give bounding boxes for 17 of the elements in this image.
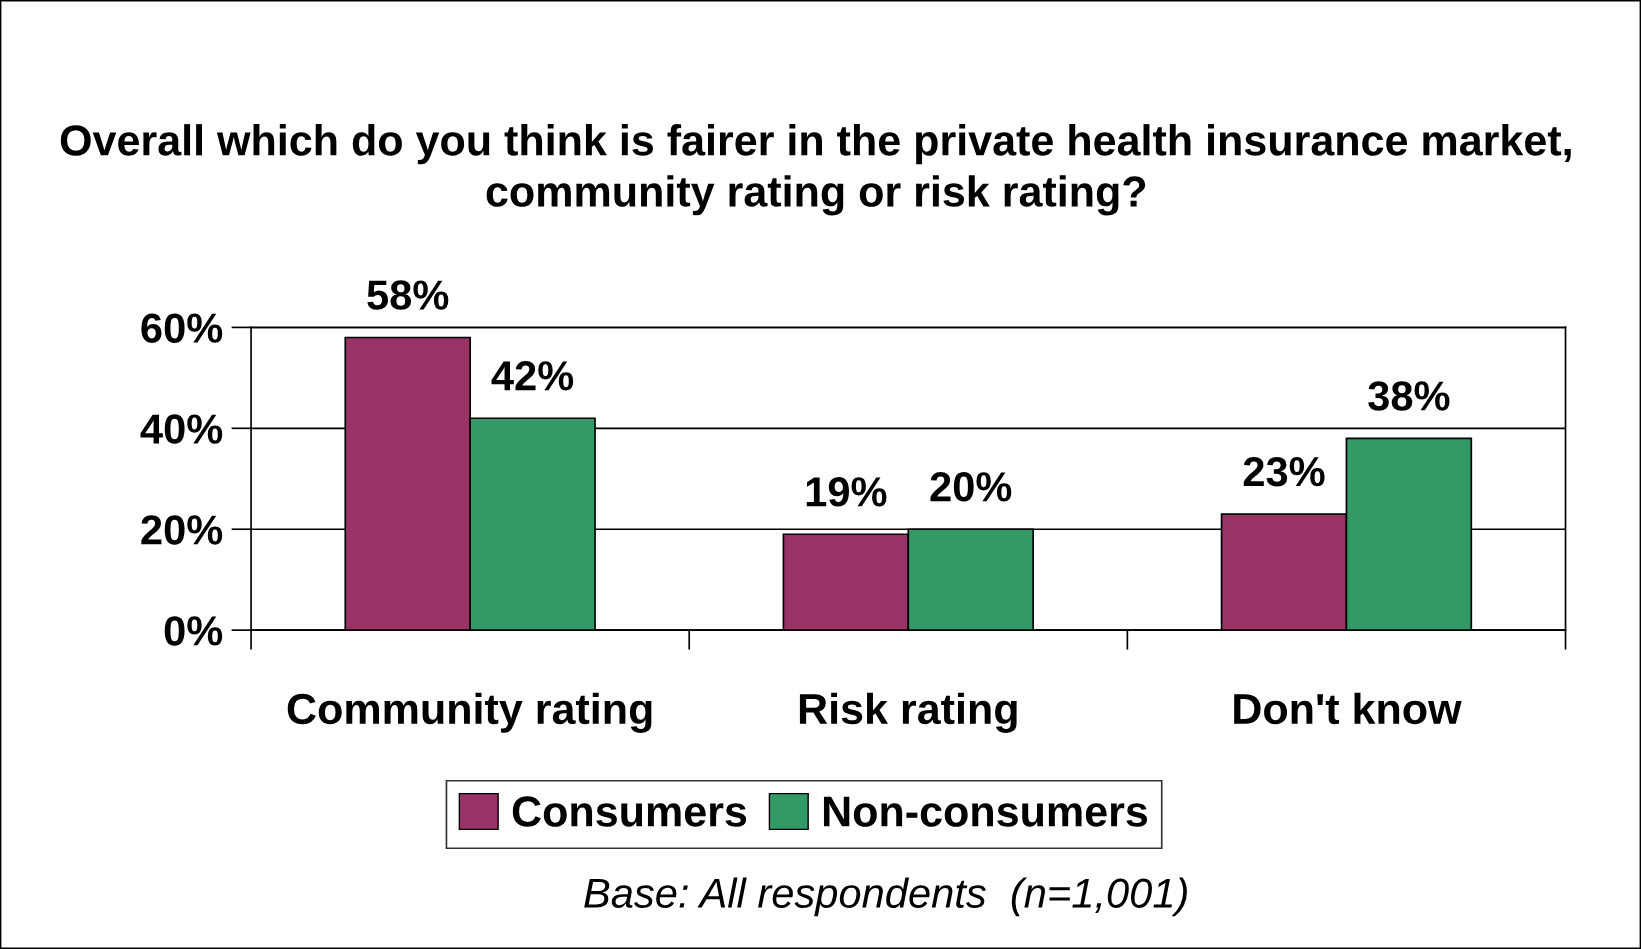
y-tick-label: 0% — [164, 616, 223, 646]
x-tick-label: Don't know — [1234, 692, 1462, 725]
data-label: 42% — [491, 361, 574, 391]
chart-title: Overall which do you think is fairer in the private health insurance market, community rating or risk rating? — [60, 124, 1571, 216]
y-tick-label: 40% — [140, 414, 223, 444]
data-label: 23% — [1243, 456, 1325, 487]
text: Base: All respondents (n=1,001) — [584, 877, 1187, 917]
y-tick-label: 60% — [141, 313, 223, 343]
data-label: 20% — [930, 472, 1012, 502]
legend-label: Non-consumers — [823, 796, 1148, 827]
data-label: 19% — [806, 477, 887, 507]
data-label: 38% — [1368, 381, 1450, 411]
y-tick-label: 20% — [141, 515, 223, 545]
x-tick-label: Community rating — [287, 692, 652, 733]
x-tick-label: Risk rating — [799, 692, 1017, 733]
legend-label: Consumers — [512, 796, 747, 827]
data-label: 58% — [367, 280, 449, 310]
